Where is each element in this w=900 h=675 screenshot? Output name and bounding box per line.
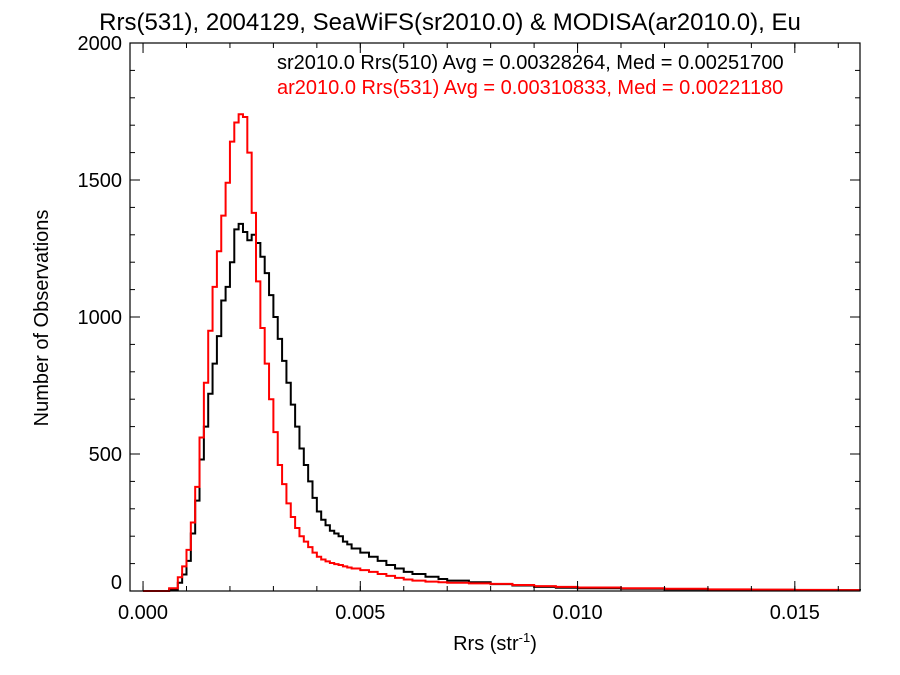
y-tick-label: 1500: [78, 170, 123, 192]
x-axis-label-superscript: -1: [519, 630, 531, 645]
legend-entry-1: sr2010.0 Rrs(510) Avg = 0.00328264, Med …: [277, 52, 784, 74]
x-tick-label: 0.010: [553, 602, 603, 624]
plot-frame: [129, 42, 861, 592]
x-tick-label: 0.015: [770, 602, 820, 624]
x-ticks: 0.000 0.005 0.010 0.015: [118, 43, 839, 624]
series-line-2: [143, 113, 860, 592]
y-axis-label: Number of Observations: [31, 210, 53, 427]
x-axis-label-text: Rrs (str: [453, 633, 519, 655]
y-ticks: 0 500 1000 1500 2000: [78, 33, 860, 594]
legend-entry-2: ar2010.0 Rrs(531) Avg = 0.00310833, Med …: [277, 77, 783, 99]
y-tick-label: 0: [111, 572, 122, 594]
y-tick-label: 1000: [78, 307, 123, 329]
series-layer: [143, 113, 861, 592]
x-axis-label: Rrs (str-1): [453, 630, 537, 655]
legend: sr2010.0 Rrs(510) Avg = 0.00328264, Med …: [277, 52, 784, 99]
series-line-1: [143, 222, 861, 592]
y-tick-label: 2000: [78, 33, 123, 55]
chart-title: Rrs(531), 2004129, SeaWiFS(sr2010.0) & M…: [99, 9, 801, 36]
x-tick-label: 0.005: [335, 602, 385, 624]
y-tick-label: 500: [89, 444, 122, 466]
x-tick-label: 0.000: [118, 602, 168, 624]
x-axis-label-close: ): [530, 633, 537, 655]
